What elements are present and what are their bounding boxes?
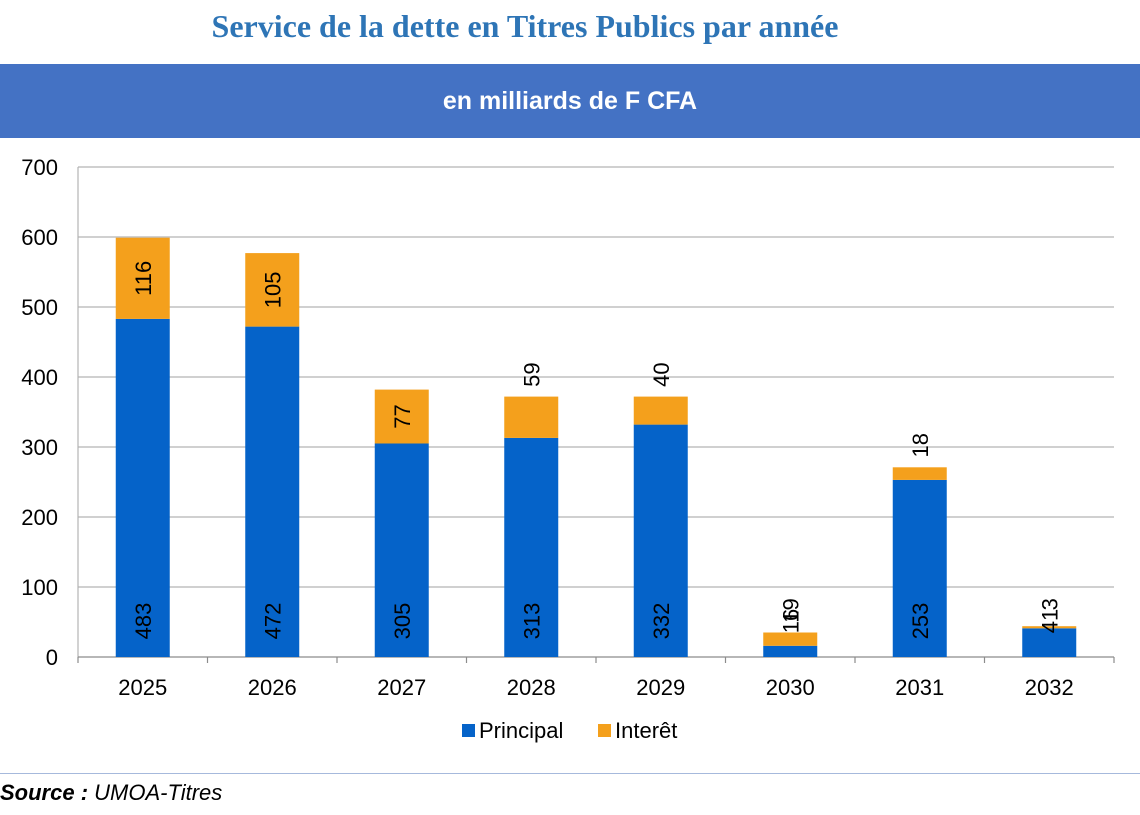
label-principal-2030: 16 [778,609,803,633]
bar-interet-2029 [633,396,688,425]
x-tick-label-2026: 2026 [248,675,297,700]
label-interet-2025: 116 [131,261,156,296]
label-interet-2031: 18 [908,433,933,457]
label-principal-2029: 332 [649,603,674,640]
label-principal-2028: 313 [519,603,544,640]
bar-interet-2028 [504,396,559,438]
bar-interet-2031 [892,467,947,480]
x-tick-label-2029: 2029 [636,675,685,700]
bar-principal-2025 [115,318,170,657]
chart-title: Service de la dette en Titres Publics pa… [211,8,839,44]
separator-line [0,773,1140,774]
label-interet-2030: 19 [778,598,803,622]
legend-swatch-principal [462,724,475,737]
bar-principal-2026 [245,326,300,657]
label-interet-2027: 77 [390,404,415,428]
bar-principal-2028 [504,437,559,657]
y-tick-label: 100 [21,575,58,600]
x-tick-label-2032: 2032 [1025,675,1074,700]
bar-interet-2026 [245,253,300,327]
tick-labels: 0 100 200 300 400 500 600 700 2025 2026 2027 2028 20… [21,155,1073,700]
label-interet-2029: 40 [649,362,674,386]
y-tick-label: 0 [46,645,58,670]
y-tick-label: 400 [21,365,58,390]
source-note: Source : UMOA-Titres [0,780,222,806]
x-tick-label-2031: 2031 [895,675,944,700]
legend-swatch-interet [598,724,611,737]
bar-interet-2027 [374,389,429,444]
bar-interet-2025 [115,237,170,319]
legend: Principal Interêt [462,718,677,743]
legend-label-principal: Principal [479,718,563,743]
y-tick-label: 500 [21,295,58,320]
bar-principal-2029 [633,424,688,657]
bar-principal-2030 [763,645,818,657]
bar-principal-2032 [1022,628,1077,657]
label-principal-2031: 253 [908,603,933,640]
label-interet-2032: 3 [1037,598,1062,610]
source-label: Source : [0,780,89,805]
source-value: UMOA-Titres [94,780,223,805]
bars [115,237,1077,657]
y-tick-label: 200 [21,505,58,530]
x-tick-label-2030: 2030 [766,675,815,700]
y-tick-label: 600 [21,225,58,250]
label-principal-2032: 41 [1037,609,1062,633]
label-principal-2027: 305 [390,603,415,640]
y-tick-label: 700 [21,155,58,180]
bar-interet-2032 [1022,626,1077,629]
legend-label-interet: Interêt [615,718,677,743]
x-tick-label-2025: 2025 [118,675,167,700]
bar-principal-2031 [892,479,947,657]
y-tick-label: 300 [21,435,58,460]
bar-interet-2030 [763,632,818,646]
label-principal-2025: 483 [131,603,156,640]
bar-principal-2027 [374,443,429,657]
unit-banner: en milliards de F CFA [0,64,1140,138]
label-principal-2026: 472 [260,603,285,640]
x-tick-label-2027: 2027 [377,675,426,700]
axes [77,167,1115,663]
x-tick-label-2028: 2028 [507,675,556,700]
label-interet-2026: 105 [260,271,285,308]
label-interet-2028: 59 [519,362,544,386]
grid-lines [78,166,1114,588]
